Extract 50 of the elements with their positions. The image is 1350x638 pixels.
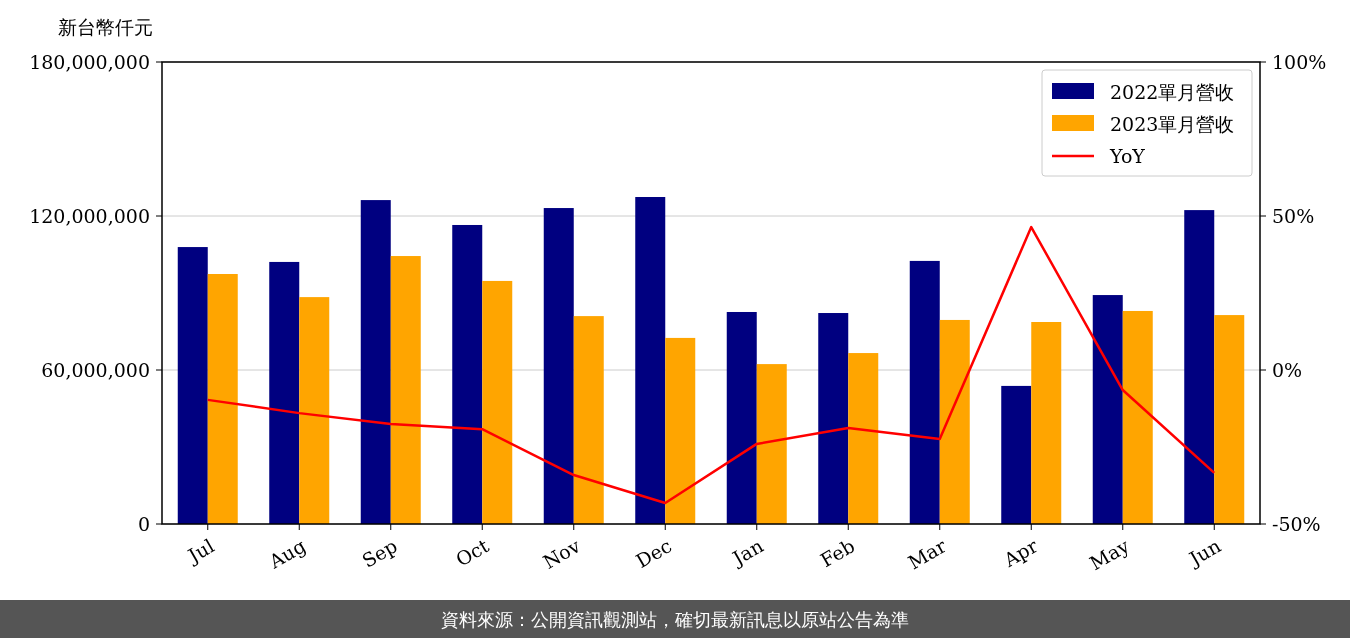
bar: [390, 256, 421, 524]
y2-tick-label: -50%: [1272, 513, 1321, 535]
bar: [1092, 295, 1123, 524]
x-tick-label: Mar: [904, 533, 951, 574]
x-tick-label: Dec: [632, 534, 676, 573]
x-tick-label: Sep: [358, 534, 401, 572]
bar: [177, 247, 208, 524]
x-tick-label: Apr: [999, 533, 1043, 572]
bar: [818, 313, 849, 524]
x-tick-label: Aug: [264, 534, 310, 574]
bar: [543, 208, 574, 524]
x-tick-label: May: [1085, 534, 1133, 575]
bar: [299, 297, 330, 524]
x-tick-label: Jul: [182, 534, 218, 568]
bar: [1122, 310, 1153, 524]
x-tick-label: Nov: [539, 534, 584, 573]
bar: [665, 337, 696, 524]
y-axis-title: 新台幣仟元: [58, 17, 153, 38]
bar: [1184, 210, 1215, 524]
bar: [635, 197, 666, 524]
bar: [848, 353, 879, 524]
bar: [482, 280, 513, 524]
bar: [726, 311, 757, 524]
y2-tick-label: 100%: [1272, 51, 1327, 73]
source-note: 資料來源：公開資訊觀測站，確切最新訊息以原站公告為準: [441, 610, 909, 630]
y2-tick-label: 50%: [1272, 205, 1315, 227]
y-tick-label: 180,000,000: [29, 51, 150, 73]
legend-label: 2022單月營收: [1110, 81, 1235, 103]
bar: [1001, 385, 1032, 524]
bar: [360, 200, 391, 524]
y2-tick-label: 0%: [1272, 359, 1303, 381]
x-tick-label: Jan: [727, 534, 767, 571]
y-tick-label: 120,000,000: [29, 205, 150, 227]
bar: [573, 316, 604, 524]
bar: [269, 261, 300, 524]
y-tick-label: 0: [137, 513, 150, 535]
x-tick-label: Feb: [816, 534, 859, 572]
bar: [939, 319, 970, 524]
bar: [207, 274, 238, 524]
legend-label: 2023單月營收: [1110, 113, 1235, 135]
bar: [909, 260, 940, 524]
bar: [452, 224, 483, 524]
line-series: [206, 225, 1216, 505]
x-tick-label: Jun: [1183, 534, 1225, 571]
x-tick-label: Oct: [451, 534, 493, 571]
legend-label: YoY: [1109, 145, 1146, 167]
bar: [1031, 322, 1062, 524]
y-tick-label: 60,000,000: [41, 359, 150, 381]
bar: [756, 364, 787, 524]
bar: [1214, 315, 1245, 524]
